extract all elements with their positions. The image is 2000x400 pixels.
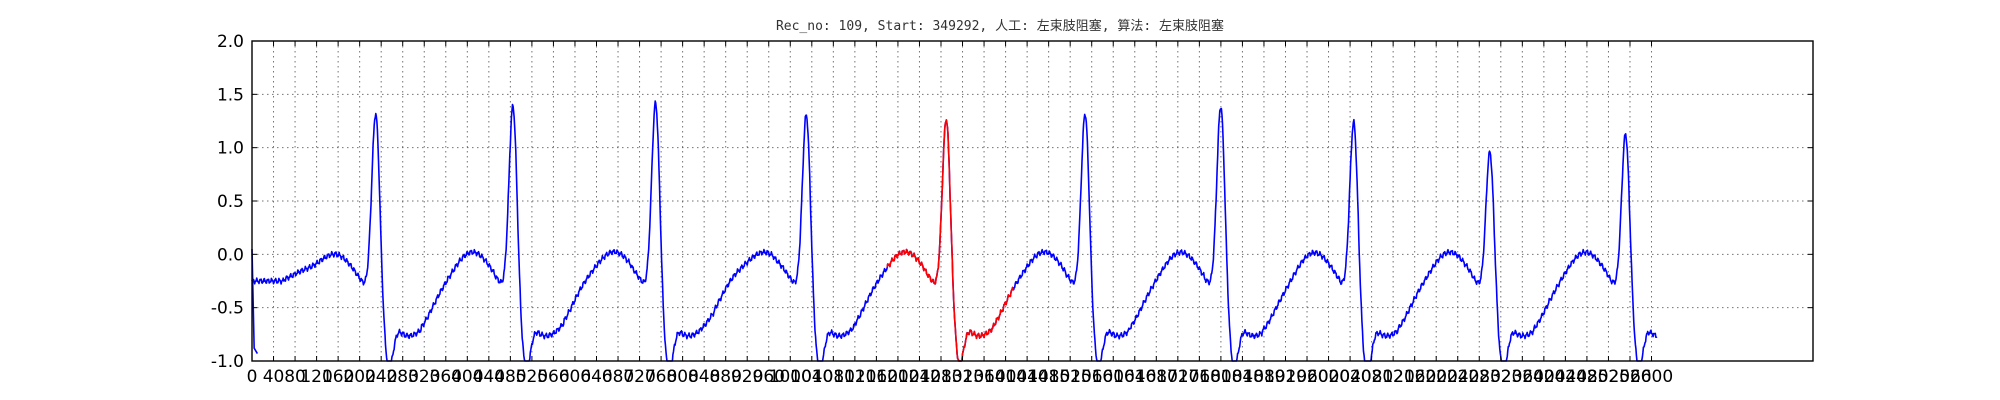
x-axis: 0 40 8012016020024028032036040044048052056… — [247, 41, 1673, 387]
y-tick-label: 0.0 — [217, 245, 244, 265]
y-tick-label: 1.5 — [217, 85, 244, 105]
x-tick-label: 1120 — [833, 367, 876, 387]
x-tick-label: 280 — [386, 367, 418, 387]
x-tick-label: 2080 — [1350, 367, 1393, 387]
x-tick-label: 1560 — [1070, 367, 1113, 387]
x-tick-label: 960 — [753, 367, 785, 387]
series-line-start — [251, 248, 259, 354]
x-tick-label: 520 — [516, 367, 548, 387]
y-tick-label: 2.0 — [217, 32, 244, 52]
x-tick-label: 1640 — [1113, 367, 1156, 387]
x-tick-label: 720 — [623, 367, 655, 387]
x-tick-label: 1800 — [1199, 367, 1242, 387]
x-tick-label: 1920 — [1264, 367, 1307, 387]
x-tick-label: 2360 — [1501, 367, 1544, 387]
x-tick-label: 2560 — [1608, 367, 1651, 387]
x-tick-label: 160 — [322, 367, 354, 387]
x-tick-label: 240 — [365, 367, 397, 387]
grid-lines — [252, 41, 1813, 361]
x-tick-label: 1000 — [769, 367, 812, 387]
series-line-highlighted-beat — [886, 119, 1014, 362]
x-tick-label: 880 — [709, 367, 741, 387]
x-tick-label: 1680 — [1135, 367, 1178, 387]
x-tick-label: 640 — [580, 367, 612, 387]
x-tick-label: 1200 — [876, 367, 919, 387]
x-tick-label: 2200 — [1415, 367, 1458, 387]
x-tick-label: 2240 — [1436, 367, 1479, 387]
x-tick-label: 600 — [559, 367, 591, 387]
x-tick-label: 480 — [494, 367, 526, 387]
x-tick-label: 2040 — [1328, 367, 1371, 387]
x-tick-label: 800 — [666, 367, 698, 387]
x-tick-label: 1320 — [941, 367, 984, 387]
x-tick-label: 2280 — [1458, 367, 1501, 387]
x-tick-label: 360 — [430, 367, 462, 387]
x-tick-label: 0 — [247, 367, 258, 387]
series-layer — [251, 100, 1658, 362]
chart-title: Rec_no: 109, Start: 349292, 人工: 左束肢阻塞, 算… — [776, 18, 1224, 34]
x-tick-label: 1440 — [1005, 367, 1048, 387]
x-tick-label: 680 — [602, 367, 634, 387]
x-tick-label: 1520 — [1049, 367, 1092, 387]
x-tick-label: 2000 — [1307, 367, 1350, 387]
x-tick-label: 2160 — [1393, 367, 1436, 387]
x-tick-label: 1280 — [919, 367, 962, 387]
y-tick-label: -0.5 — [211, 299, 244, 319]
x-tick-label: 2520 — [1587, 367, 1630, 387]
x-tick-label: 2120 — [1372, 367, 1415, 387]
x-tick-label: 1760 — [1178, 367, 1221, 387]
y-tick-label: 1.0 — [217, 139, 244, 159]
y-tick-label: 0.5 — [217, 192, 244, 212]
x-tick-label: 2480 — [1565, 367, 1608, 387]
x-tick-label: 920 — [731, 367, 763, 387]
x-tick-label: 440 — [473, 367, 505, 387]
x-tick-label: 1960 — [1285, 367, 1328, 387]
x-tick-label: 1400 — [984, 367, 1027, 387]
x-tick-label: 400 — [451, 367, 483, 387]
x-tick-label: 560 — [537, 367, 569, 387]
x-tick-label: 2400 — [1522, 367, 1565, 387]
x-tick-label: 1360 — [962, 367, 1005, 387]
x-tick-label: 1480 — [1027, 367, 1070, 387]
x-tick-label: 120 — [300, 367, 332, 387]
x-tick-label: 1160 — [855, 367, 898, 387]
x-tick-label: 80 — [284, 367, 306, 387]
x-tick-label: 2440 — [1544, 367, 1587, 387]
x-tick-label: 1040 — [790, 367, 833, 387]
x-tick-label: 2600 — [1630, 367, 1673, 387]
x-tick-label: 840 — [688, 367, 720, 387]
x-tick-label: 40 — [263, 367, 285, 387]
x-tick-label: 200 — [343, 367, 375, 387]
x-tick-label: 2320 — [1479, 367, 1522, 387]
y-tick-label: -1.0 — [211, 352, 244, 372]
x-tick-label: 1880 — [1242, 367, 1285, 387]
y-axis: -1.0 -0.5 0.0 0.5 1.0 1.5 2.0 — [211, 32, 1813, 372]
x-tick-label: 1840 — [1221, 367, 1264, 387]
x-tick-label: 1080 — [812, 367, 855, 387]
x-tick-label: 1720 — [1156, 367, 1199, 387]
x-tick-label: 320 — [408, 367, 440, 387]
x-tick-label: 1240 — [898, 367, 941, 387]
x-tick-label: 760 — [645, 367, 677, 387]
x-tick-label: 1600 — [1092, 367, 1135, 387]
